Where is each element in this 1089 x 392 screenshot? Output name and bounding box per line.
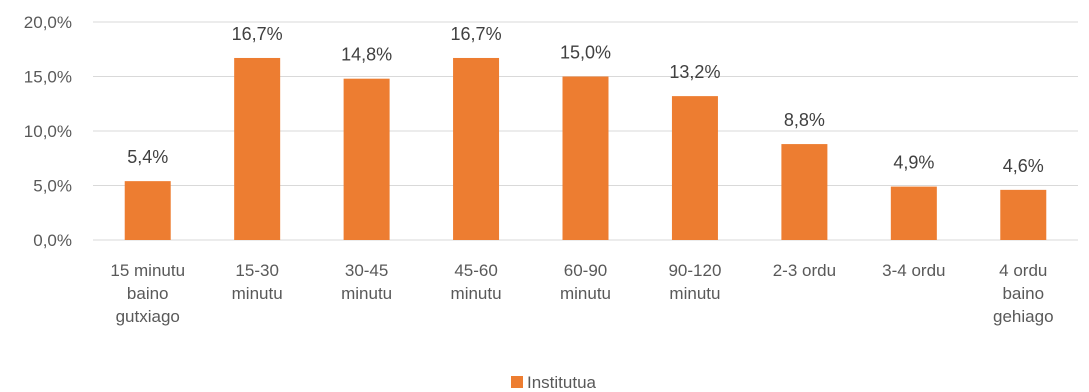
bar bbox=[562, 76, 609, 240]
legend-label-institutua: Institutua bbox=[527, 373, 597, 392]
x-tick-label: 30-45 minutu bbox=[341, 261, 392, 303]
data-label: 13,2% bbox=[669, 62, 720, 82]
data-label: 16,7% bbox=[451, 24, 502, 44]
bar bbox=[343, 78, 390, 241]
bar bbox=[234, 57, 281, 240]
x-tick-label: 15-30 minutu bbox=[232, 261, 283, 303]
data-label: 16,7% bbox=[232, 24, 283, 44]
x-tick-label: 60-90 minutu bbox=[560, 261, 611, 303]
x-tick-label: 2-3 ordu bbox=[773, 261, 836, 280]
data-labels: 5,4% 16,7% 14,8% 16,7% 15,0% 13,2% 8,8% 4,9% 4,6… bbox=[127, 24, 1044, 176]
legend: Institutua bbox=[511, 373, 597, 392]
y-tick-label: 5,0% bbox=[33, 177, 72, 196]
data-label: 15,0% bbox=[560, 43, 611, 63]
bar bbox=[781, 144, 828, 240]
bar bbox=[453, 57, 500, 240]
legend-swatch-institutua bbox=[511, 376, 523, 388]
y-tick-label: 0,0% bbox=[33, 231, 72, 250]
bar bbox=[124, 181, 171, 240]
x-tick-label: 3-4 ordu bbox=[882, 261, 945, 280]
data-label: 5,4% bbox=[127, 147, 168, 167]
data-label: 8,8% bbox=[784, 110, 825, 130]
bars bbox=[124, 57, 1047, 241]
data-label: 4,6% bbox=[1003, 156, 1044, 176]
x-tick-label: 45-60 minutu bbox=[451, 261, 502, 303]
y-tick-label: 15,0% bbox=[24, 68, 72, 87]
bar bbox=[1000, 189, 1047, 240]
bar bbox=[890, 186, 937, 240]
data-label: 4,9% bbox=[893, 153, 934, 173]
x-tick-label: 15 minutu baino gutxiago bbox=[110, 261, 185, 326]
y-tick-label: 20,0% bbox=[24, 13, 72, 32]
bar bbox=[671, 96, 718, 241]
x-tick-label: 4 ordu baino gehiago bbox=[993, 261, 1054, 326]
y-axis-ticks: 0,0% 5,0% 10,0% 15,0% 20,0% bbox=[24, 13, 72, 250]
data-label: 14,8% bbox=[341, 45, 392, 65]
y-tick-label: 10,0% bbox=[24, 122, 72, 141]
x-axis-ticks: 15 minutu baino gutxiago 15-30 minutu 30-45 mi… bbox=[110, 261, 1053, 326]
x-tick-label: 90-120 minutu bbox=[668, 261, 721, 303]
